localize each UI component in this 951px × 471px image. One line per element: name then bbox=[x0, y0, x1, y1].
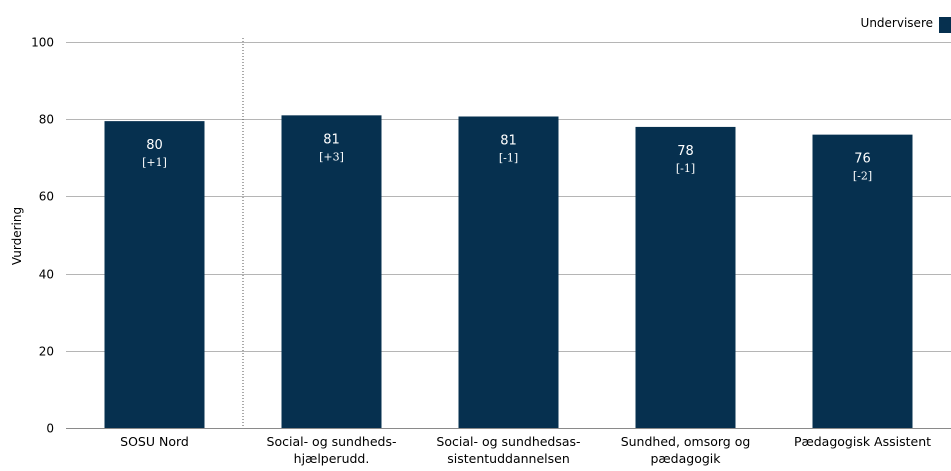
bar-value-label: 80 bbox=[146, 138, 163, 153]
bar-value-label: 81 bbox=[323, 132, 340, 147]
bar bbox=[281, 115, 382, 428]
bar bbox=[635, 126, 736, 429]
y-tick-label: 80 bbox=[39, 113, 54, 127]
bar-value-label: 81 bbox=[500, 133, 517, 148]
bar-change-label: [-1] bbox=[499, 151, 518, 164]
bar bbox=[104, 121, 205, 428]
y-axis-title: Vurdering bbox=[10, 207, 24, 265]
legend: Undervisere bbox=[861, 16, 951, 33]
x-tick-label: Social- og sundhedsas- bbox=[436, 434, 580, 449]
x-tick-label: Sundhed, omsorg og bbox=[621, 434, 751, 449]
y-tick-label: 40 bbox=[39, 268, 54, 282]
bar-labels: 80 [+1] 81 [+3] 81 [-1] 78 [-1] 76 [-2] bbox=[142, 132, 872, 182]
bar-change-label: [-2] bbox=[853, 170, 872, 183]
bar-change-label: [+3] bbox=[319, 150, 344, 163]
bar-value-label: 76 bbox=[854, 152, 871, 167]
y-tick-label: 100 bbox=[31, 36, 54, 50]
x-tick-label: Pædagogisk Assistent bbox=[794, 434, 931, 449]
x-tick-label: pædagogik bbox=[650, 451, 721, 466]
y-tick-label: 20 bbox=[39, 345, 54, 359]
x-tick-label: sistentuddannelsen bbox=[447, 451, 570, 466]
x-tick-label: Social- og sundheds- bbox=[267, 434, 397, 449]
bar-change-label: [-1] bbox=[676, 162, 695, 175]
bar-value-label: 78 bbox=[677, 144, 694, 159]
y-tick-label: 60 bbox=[39, 190, 54, 204]
x-tick-label: hjælperudd. bbox=[294, 451, 370, 466]
x-axis-labels: SOSU Nord Social- og sundheds-hjælperudd.… bbox=[120, 434, 931, 466]
bar bbox=[458, 116, 559, 429]
legend-swatch bbox=[939, 17, 951, 33]
y-axis-ticks: 0 20 40 60 80 100 bbox=[31, 36, 54, 436]
bar bbox=[812, 134, 913, 428]
bars bbox=[104, 115, 913, 429]
y-tick-label: 0 bbox=[46, 422, 54, 436]
legend-label: Undervisere bbox=[861, 16, 933, 30]
bar-change-label: [+1] bbox=[142, 156, 167, 169]
x-tick-label: SOSU Nord bbox=[120, 434, 189, 449]
